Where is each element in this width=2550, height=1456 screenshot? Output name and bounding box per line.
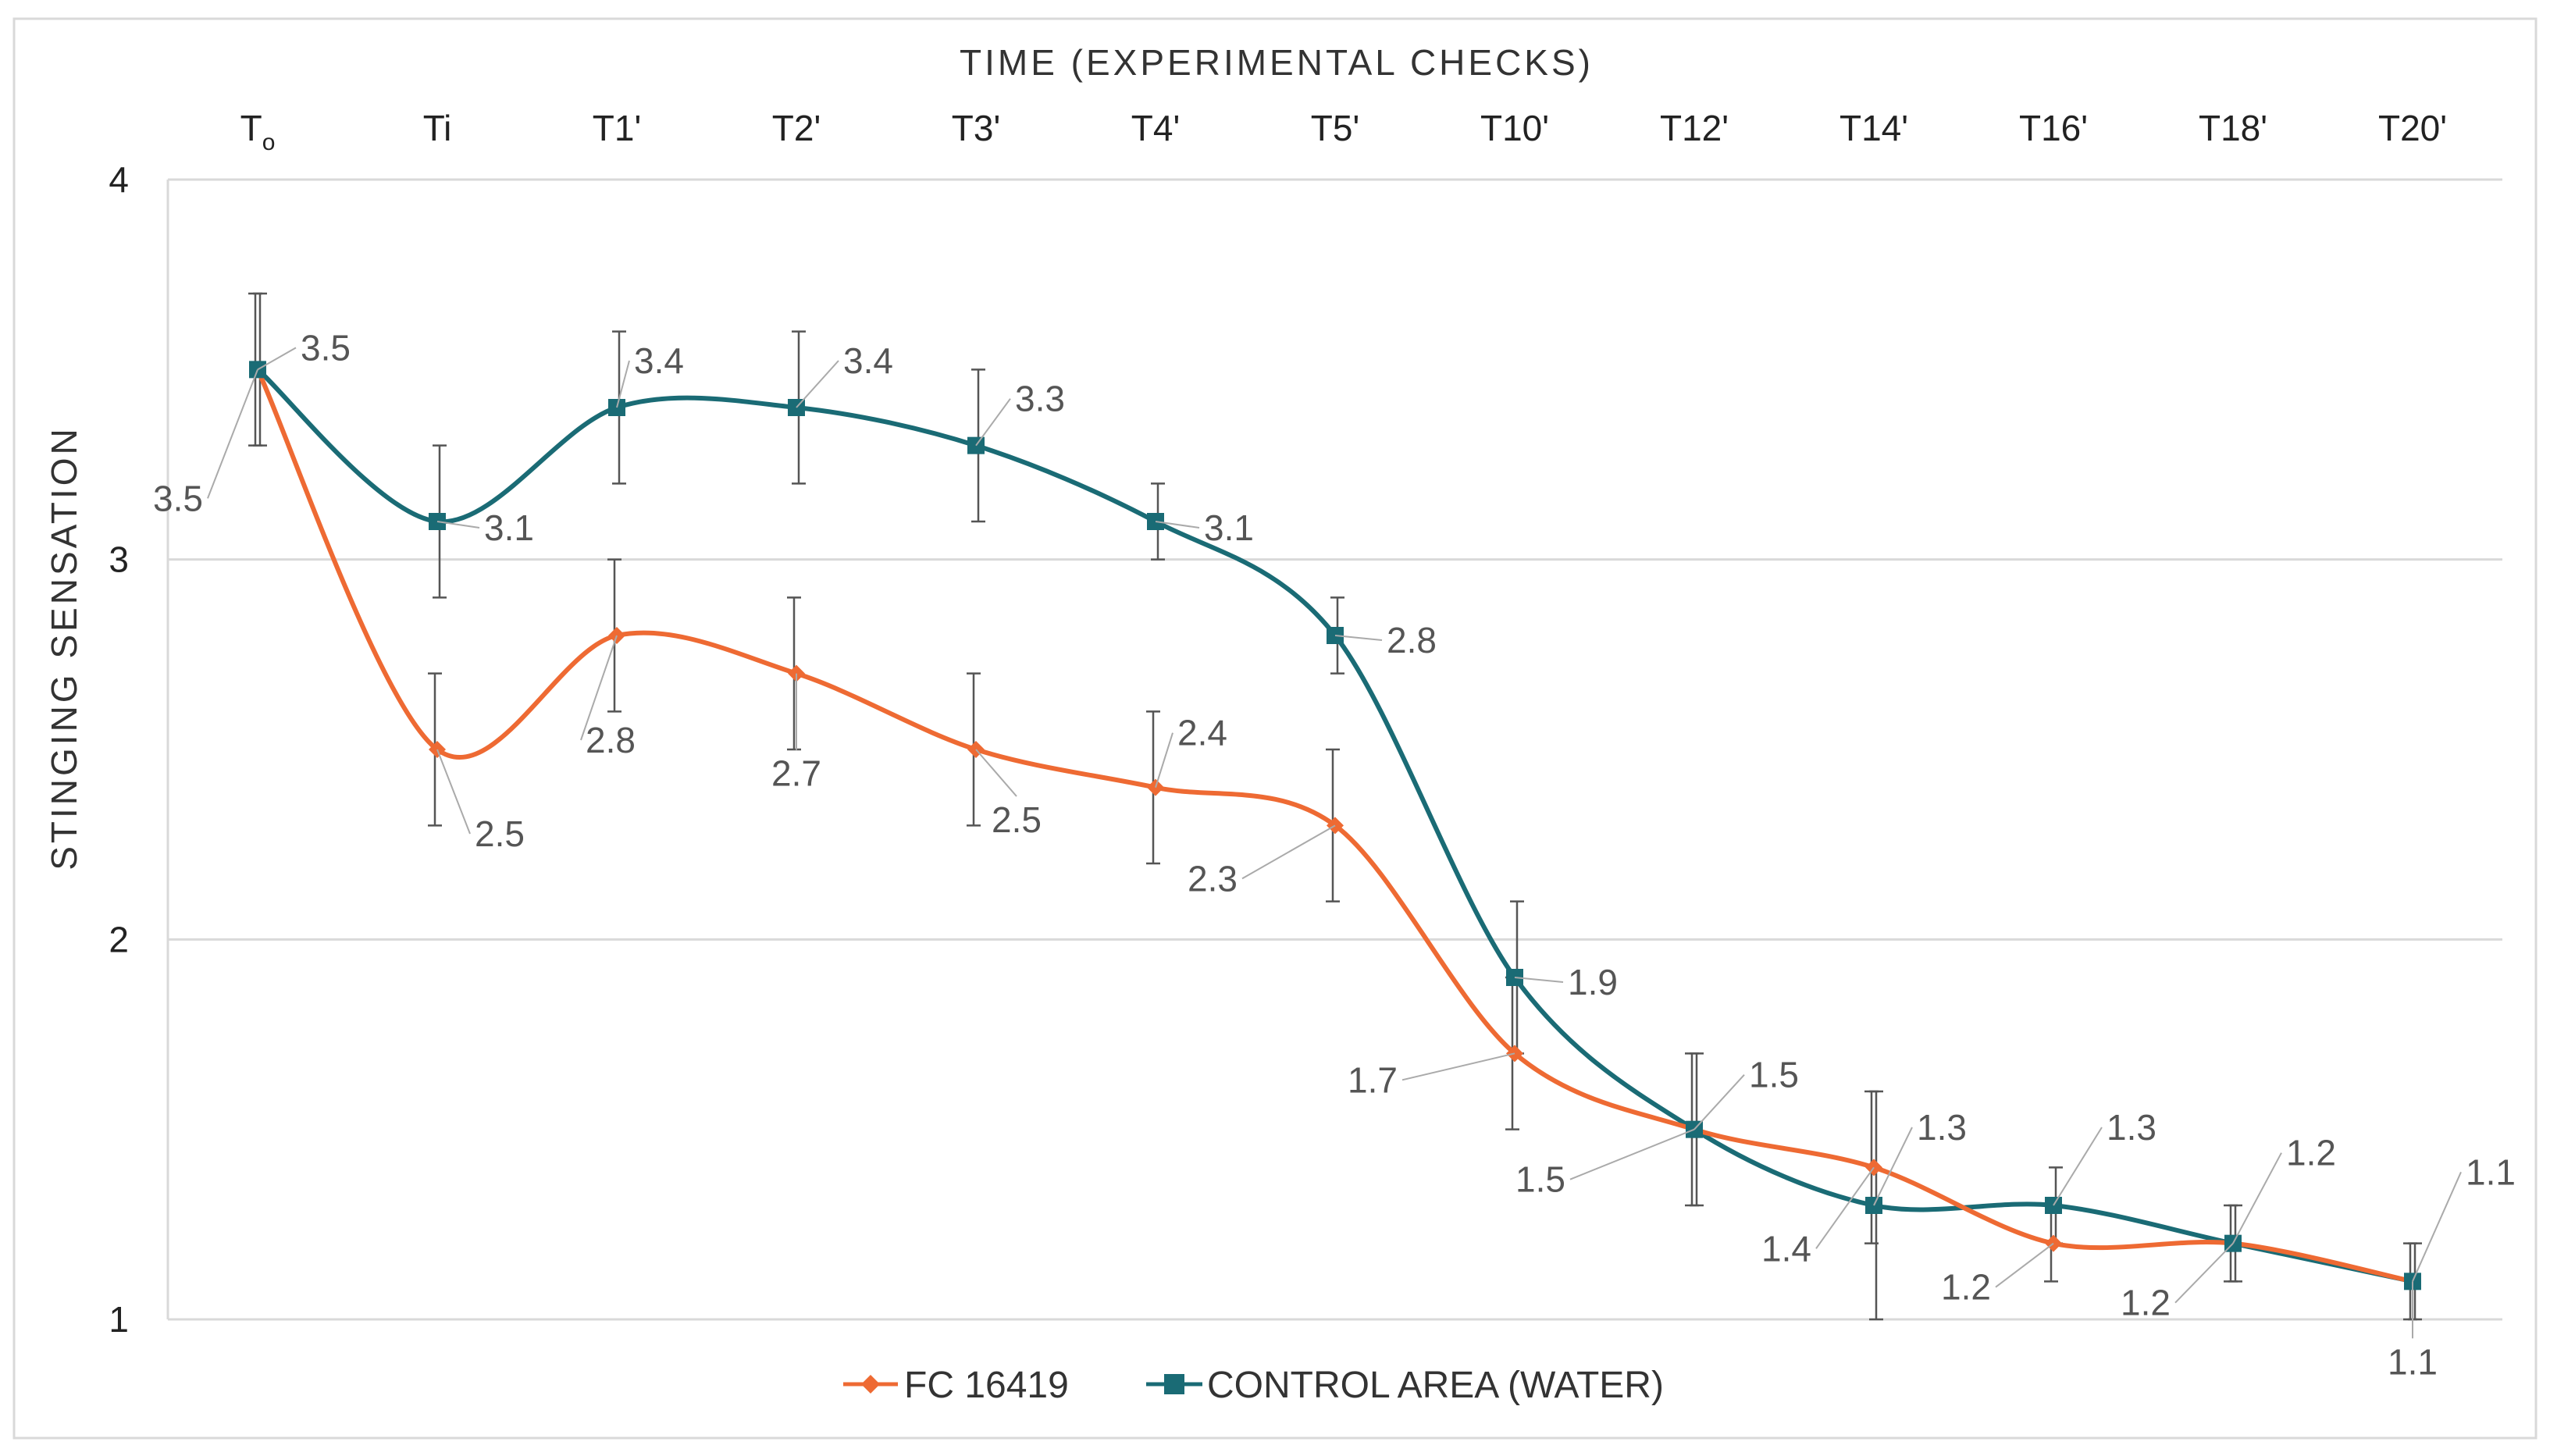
- data-label-leader-control-area-water-12: [2412, 1171, 2462, 1282]
- data-label-fc-16419-12: 1.1: [2388, 1341, 2438, 1382]
- x-tick-label-t2: T2': [772, 108, 821, 148]
- data-label-control-area-water-5: 3.1: [1204, 507, 1254, 548]
- x-tick-label-t3: T3': [952, 108, 1000, 148]
- data-label-fc-16419-3: 2.7: [771, 753, 821, 794]
- x-tick-label-t18: T18': [2199, 108, 2267, 148]
- data-label-control-area-water-1: 3.1: [484, 507, 534, 548]
- x-axis-ticks: To Ti T1' T2' T3' T4' T5' T10' T12' T14' T16' T18' T…: [240, 108, 2447, 155]
- data-label-control-area-water-11: 1.2: [2286, 1133, 2336, 1173]
- x-axis-title: TIME (EXPERIMENTAL CHECKS): [960, 42, 1594, 83]
- data-label-fc-16419-0: 3.5: [153, 478, 203, 518]
- data-label-leader-fc-16419-0: [207, 368, 258, 499]
- data-label-fc-16419-6: 2.3: [1188, 858, 1238, 899]
- data-label-control-area-water-12: 1.1: [2466, 1152, 2516, 1192]
- data-label-control-area-water-9: 1.3: [1917, 1107, 1967, 1148]
- data-label-fc-16419-5: 2.4: [1177, 713, 1227, 753]
- data-label-leader-fc-16419-5: [1155, 732, 1173, 788]
- data-label-control-area-water-2: 3.4: [634, 340, 684, 381]
- data-label-control-area-water-0: 3.5: [301, 327, 351, 368]
- y-tick-label-4: 4: [109, 159, 129, 200]
- data-label-leader-control-area-water-5: [1155, 521, 1200, 529]
- data-label-leader-fc-16419-8: [1569, 1128, 1695, 1180]
- y-tick-label-2: 2: [109, 919, 129, 959]
- data-label-leader-fc-16419-11: [2174, 1242, 2234, 1304]
- legend-label-control-area: CONTROL AREA (WATER): [1207, 1365, 1664, 1406]
- data-label-leader-fc-16419-2: [580, 635, 618, 741]
- legend: FC 16419 CONTROL AREA (WATER): [843, 1365, 1664, 1406]
- data-label-fc-16419-10: 1.2: [1941, 1267, 1991, 1308]
- data-label-control-area-water-7: 1.9: [1568, 962, 1618, 1002]
- data-label-leader-fc-16419-6: [1241, 824, 1336, 880]
- data-label-leader-fc-16419-7: [1401, 1052, 1515, 1081]
- data-label-leader-fc-16419-1: [436, 749, 471, 835]
- data-label-fc-16419-1: 2.5: [475, 813, 525, 854]
- x-tick-label-t20: T20': [2378, 108, 2447, 148]
- series-line-fc-16419: [255, 368, 2413, 1284]
- x-tick-label-t14: T14': [1839, 108, 1908, 148]
- x-tick-label-t12: T12': [1660, 108, 1729, 148]
- data-label-fc-16419-4: 2.5: [992, 799, 1042, 840]
- data-label-leader-control-area-water-6: [1334, 635, 1383, 641]
- data-label-leader-control-area-water-3: [796, 360, 839, 408]
- data-label-control-area-water-6: 2.8: [1387, 620, 1437, 660]
- data-label-control-area-water-4: 3.3: [1015, 379, 1065, 419]
- data-label-fc-16419-9: 1.4: [1761, 1228, 1811, 1269]
- data-label-control-area-water-8: 1.5: [1749, 1055, 1799, 1095]
- data-label-leader-control-area-water-9: [1873, 1127, 1913, 1206]
- y-tick-label-3: 3: [109, 539, 129, 580]
- data-label-leader-fc-16419-9: [1815, 1166, 1875, 1249]
- x-tick-label-t1: T1': [593, 108, 641, 148]
- legend-label-fc16419: FC 16419: [904, 1365, 1069, 1406]
- data-label-leader-control-area-water-7: [1514, 977, 1564, 983]
- data-label-fc-16419-8: 1.5: [1515, 1159, 1565, 1200]
- data-label-control-area-water-10: 1.3: [2107, 1107, 2156, 1148]
- data-label-leader-control-area-water-10: [2053, 1127, 2103, 1206]
- data-label-leader-control-area-water-4: [975, 398, 1011, 447]
- x-tick-label-ti: Ti: [423, 108, 452, 148]
- data-label-fc-16419-2: 2.8: [586, 720, 636, 760]
- y-axis-ticks: 1 2 3 4: [109, 159, 129, 1340]
- data-label-fc-16419-7: 1.7: [1348, 1059, 1398, 1100]
- legend-marker-fc16419: [861, 1375, 880, 1394]
- x-tick-label-t5: T5': [1311, 108, 1359, 148]
- y-tick-label-1: 1: [109, 1299, 129, 1340]
- data-label-leader-control-area-water-0: [257, 347, 297, 371]
- data-label-control-area-water-3: 3.4: [843, 340, 893, 381]
- data-label-leader-fc-16419-10: [1995, 1242, 2054, 1288]
- grid-lines: [166, 178, 2502, 1321]
- x-tick-label-t4: T4': [1131, 108, 1180, 148]
- data-label-leader-control-area-water-11: [2232, 1152, 2282, 1244]
- data-labels: 3.5 2.5 2.8 2.7 2.5 2.4 2.3 1.7 1.5 1.4 1.2 1.2 1.1 3…: [153, 327, 2516, 1382]
- y-axis-title: STINGING SENSATION: [44, 425, 84, 870]
- data-label-leader-control-area-water-1: [436, 521, 480, 529]
- legend-marker-control-area: [1164, 1374, 1184, 1394]
- x-tick-label-t10: T10': [1480, 108, 1549, 148]
- data-label-leader-fc-16419-4: [975, 749, 1017, 797]
- data-label-fc-16419-11: 1.2: [2121, 1283, 2171, 1323]
- data-label-leader-control-area-water-8: [1693, 1073, 1745, 1130]
- data-label-leader-control-area-water-2: [616, 360, 630, 408]
- x-tick-label-t16: T16': [2019, 108, 2088, 148]
